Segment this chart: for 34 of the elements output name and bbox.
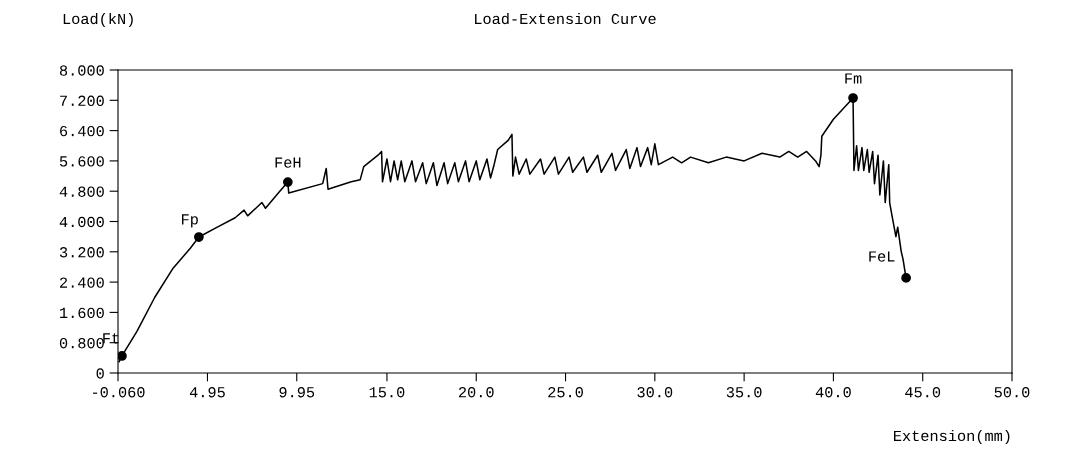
x-tick-label: 9.95 — [279, 387, 315, 398]
annotation: FeL — [869, 251, 895, 262]
annotation: Fm — [845, 73, 862, 84]
y-tick-label: 0.800 — [59, 338, 104, 349]
y-tick-label: 8.000 — [59, 65, 104, 76]
y-tick-label: 6.400 — [60, 125, 104, 137]
point — [194, 232, 204, 242]
point — [282, 177, 293, 187]
x-tick-label: 35.0 — [726, 387, 762, 398]
y-tick-label: 5.600 — [59, 156, 104, 167]
y-tick-label: 4.000 — [59, 216, 104, 228]
x-tick-label: 4.95 — [189, 387, 225, 398]
x-tick-label: 40.0 — [815, 387, 851, 398]
y-tick-label: 7.200 — [60, 95, 104, 106]
y-axis-title: Load(kN) — [63, 12, 133, 28]
point — [118, 351, 127, 361]
y-tick-label: 2.400 — [60, 277, 104, 288]
annotation: FeH — [275, 157, 301, 168]
x-tick-label: 20.0 — [458, 387, 494, 398]
annotation: Fp — [182, 214, 198, 228]
x-tick-label: 25.0 — [548, 387, 583, 398]
x-tick-label: 45.0 — [905, 387, 941, 398]
point — [848, 93, 858, 103]
x-tick-label: 15.0 — [369, 387, 405, 398]
point — [901, 273, 911, 283]
y-tick-label: 4.800 — [59, 186, 104, 197]
y-tick-label: 1.600 — [60, 307, 104, 319]
x-tick-label: 30.0 — [637, 387, 673, 398]
x-tick-label: 50.0 — [994, 387, 1030, 398]
y-tick-label: 0 — [96, 368, 104, 379]
x-tick-label: -0.060 — [92, 387, 145, 398]
chart-title: Load-Extension Curve — [475, 12, 656, 25]
x-axis-title: Extension(mm) — [894, 429, 1010, 445]
y-tick-label: 3.200 — [59, 247, 104, 258]
